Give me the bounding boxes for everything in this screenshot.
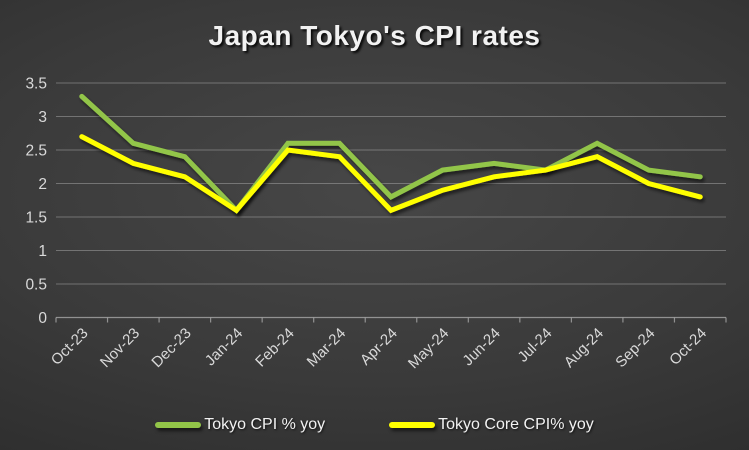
x-axis-tick-label: Aug-24 (561, 325, 607, 371)
x-axis-tick-label: Dec-23 (148, 325, 194, 371)
x-axis-tick-label: Feb-24 (252, 325, 298, 371)
series-line-tokyo-core-cpi-yoy[interactable] (79, 134, 703, 214)
x-axis-tick-label: Mar-24 (304, 325, 350, 371)
x-axis-tick-label: Apr-24 (357, 325, 401, 369)
legend-item-tokyo-cpi[interactable]: Tokyo CPI % yoy (155, 416, 325, 434)
x-axis-tick-label: Oct-24 (666, 325, 710, 369)
x-axis-tick-label: Nov-23 (97, 325, 143, 371)
x-axis-tick-label: Jan-24 (202, 325, 246, 369)
legend-item-tokyo-core-cpi[interactable]: Tokyo Core CPI% yoy (389, 416, 594, 434)
y-axis-tick-label: 1 (38, 243, 47, 260)
x-axis-tick-label: Oct-23 (48, 325, 92, 369)
x-axis-tick-label: May-24 (405, 325, 452, 372)
legend-label-tokyo-cpi: Tokyo CPI % yoy (204, 416, 326, 433)
chart-title: Japan Tokyo's CPI rates (208, 20, 541, 51)
y-axis-tick-label: 2.5 (25, 143, 47, 160)
legend-swatch-tokyo-cpi-icon (155, 422, 202, 428)
x-axis-tick-label: Jul-24 (515, 325, 556, 366)
legend-swatch-tokyo-core-cpi-icon (389, 422, 436, 428)
y-axis-tick-label: 2 (38, 176, 47, 193)
series-line-tokyo-cpi-yoy[interactable] (79, 93, 703, 215)
y-axis-tick-label: 3.5 (25, 76, 47, 93)
y-axis-tick-label: 1.5 (25, 210, 47, 227)
legend-label-tokyo-core-cpi: Tokyo Core CPI% yoy (438, 416, 594, 433)
y-axis-tick-label: 0.5 (25, 277, 47, 294)
x-axis-tick-label: Sep-24 (612, 325, 658, 371)
y-axis-tick-label: 3 (38, 109, 47, 126)
y-axis-tick-label: 0 (38, 310, 47, 327)
chart-legend: Tokyo CPI % yoy Tokyo Core CPI% yoy (0, 416, 749, 434)
x-axis-tick-label: Jun-24 (459, 325, 503, 369)
